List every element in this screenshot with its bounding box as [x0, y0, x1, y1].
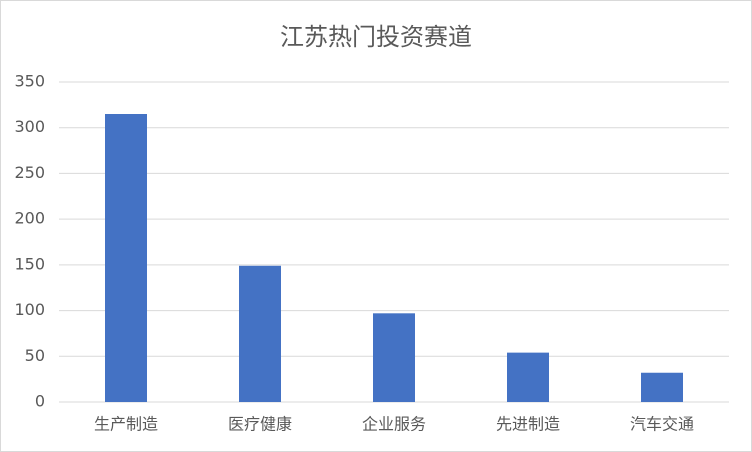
bar [373, 313, 415, 402]
bar [641, 372, 683, 402]
bar [239, 265, 281, 402]
bar [507, 352, 549, 402]
x-tick-label: 先进制造 [496, 415, 560, 434]
x-tick-label: 生产制造 [94, 415, 158, 434]
bar [105, 114, 147, 402]
chart-title: 江苏热门投资赛道 [280, 23, 472, 51]
y-tick-label: 50 [25, 346, 45, 365]
x-tick-label: 企业服务 [362, 415, 426, 434]
y-tick-label: 200 [14, 209, 45, 228]
y-tick-label: 0 [35, 392, 45, 411]
x-tick-label: 医疗健康 [228, 415, 292, 434]
y-tick-label: 350 [14, 72, 45, 91]
x-tick-label: 汽车交通 [630, 415, 694, 434]
y-tick-label: 100 [14, 300, 45, 319]
y-tick-label: 300 [14, 117, 45, 136]
y-tick-label: 150 [14, 254, 45, 273]
y-tick-label: 250 [14, 163, 45, 182]
